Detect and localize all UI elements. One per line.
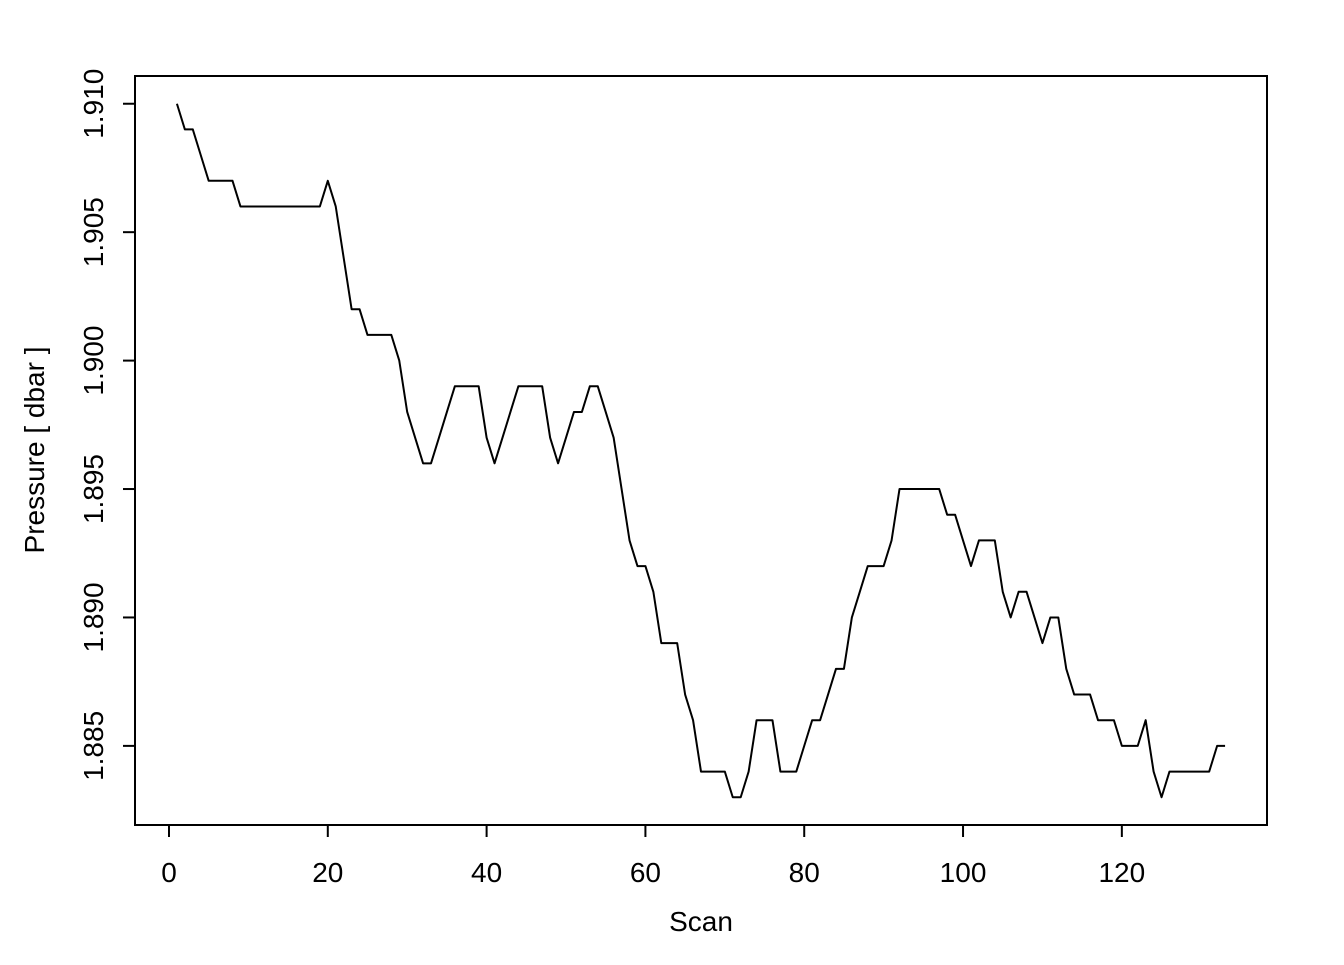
x-tick-label: 60 xyxy=(630,857,661,888)
y-axis-label: Pressure [ dbar ] xyxy=(19,347,50,554)
plot-box xyxy=(134,75,1268,826)
x-tick-label: 120 xyxy=(1098,857,1145,888)
y-tick-label: 1.905 xyxy=(78,197,109,267)
y-tick-label: 1.900 xyxy=(78,326,109,396)
y-tick-label: 1.895 xyxy=(78,454,109,524)
y-tick-label: 1.885 xyxy=(78,711,109,781)
data-line xyxy=(175,103,1226,799)
y-tick-label: 1.910 xyxy=(78,69,109,139)
x-tick-label: 80 xyxy=(789,857,820,888)
x-tick-label: 40 xyxy=(471,857,502,888)
x-tick-label: 100 xyxy=(940,857,987,888)
x-axis-label: Scan xyxy=(669,906,733,937)
x-tick-label: 0 xyxy=(161,857,177,888)
x-tick-label: 20 xyxy=(312,857,343,888)
y-tick-label: 1.890 xyxy=(78,582,109,652)
